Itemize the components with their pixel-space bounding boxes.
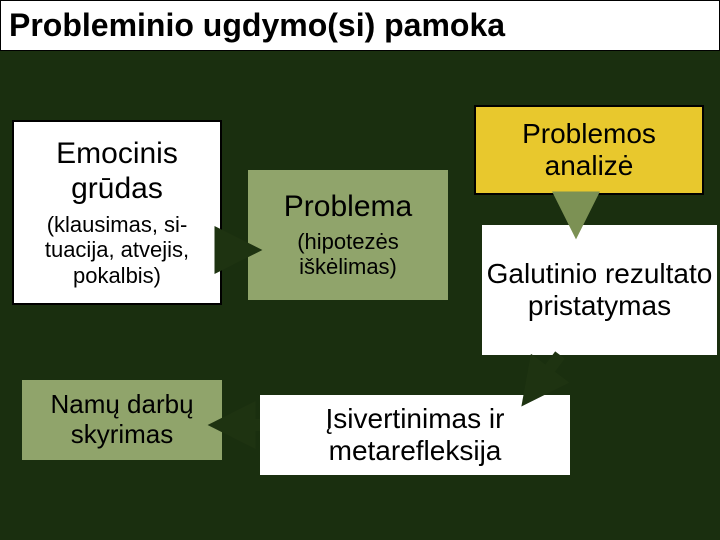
box-problema-title: Problema	[284, 190, 412, 225]
box-emocinis-sub: (klausimas, si-tuacija, atvejis, pokalbi…	[20, 212, 214, 288]
box-isivertinimas-text: Įsivertinimas ir metarefleksija	[268, 403, 562, 467]
box-namu-darbu: Namų darbų skyrimas	[22, 380, 222, 460]
box-problema: Problema (hipotezės iškėlimas)	[248, 170, 448, 300]
box-namu-text: Namų darbų skyrimas	[30, 390, 214, 450]
page-title: Probleminio ugdymo(si) pamoka	[0, 0, 720, 51]
box-problemos-text: Problemos analizė	[484, 118, 694, 182]
box-emocinis-title: Emocinis grūdas	[20, 137, 214, 206]
box-galutinio-text: Galutinio rezultato pristatymas	[484, 258, 715, 322]
box-problema-sub: (hipotezės iškėlimas)	[252, 229, 444, 280]
box-problemos-analize: Problemos analizė	[474, 105, 704, 195]
box-galutinio: Galutinio rezultato pristatymas	[482, 225, 717, 355]
box-isivertinimas: Įsivertinimas ir metarefleksija	[260, 395, 570, 475]
box-emocinis: Emocinis grūdas (klausimas, si-tuacija, …	[12, 120, 222, 305]
